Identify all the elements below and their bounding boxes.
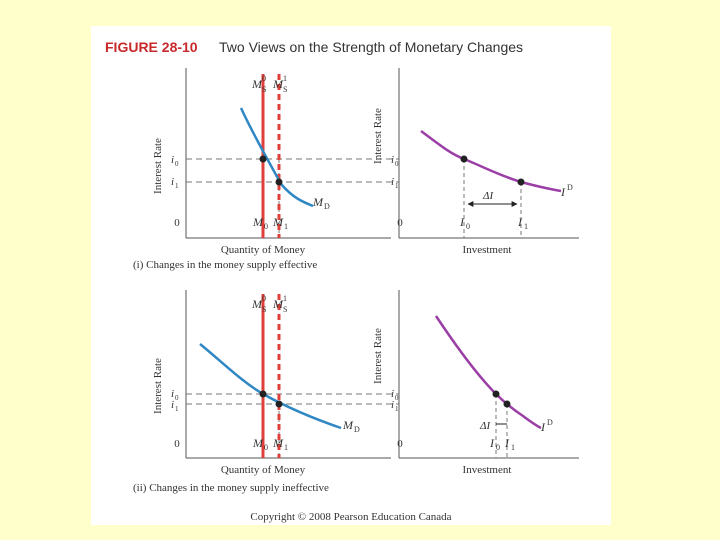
x-axis-label: Quantity of Money	[221, 244, 306, 256]
investment-demand-label: I	[560, 185, 566, 199]
invest-sub-1: 1	[511, 443, 515, 452]
x-axis-label: Investment	[463, 244, 512, 256]
figure-label: FIGURE 28-10	[105, 39, 198, 55]
figure-panel: FIGURE 28-10 Two Views on the Strength o…	[91, 26, 611, 525]
investment-demand-sup: D	[547, 418, 553, 427]
demand-label: M	[342, 418, 354, 432]
rate-sub-0: 0	[175, 394, 179, 402]
plot-area	[186, 68, 391, 238]
invest-label-1: I	[504, 436, 510, 450]
x-axis-label: Quantity of Money	[221, 464, 306, 476]
rate-sub-0: 0	[175, 160, 179, 168]
panel-ii: Interest Rate Quantity of Money 0 M 0 S …	[133, 290, 579, 494]
figure-canvas: FIGURE 28-10 Two Views on the Strength o…	[105, 39, 579, 523]
origin-label: 0	[174, 438, 180, 450]
supply-sub-1: S	[283, 85, 287, 94]
investment-demand-curve	[420, 130, 562, 193]
supply-sup-1: 1	[283, 294, 287, 303]
invest-sub-0: 0	[496, 443, 500, 452]
supply-sup-0: 0	[262, 294, 266, 303]
invest-label-0: I	[459, 215, 465, 229]
invest-label-1: I	[517, 215, 523, 229]
x-axis-label: Investment	[463, 464, 512, 476]
quantity-sub-1: 1	[284, 222, 288, 231]
rate-sub-0: 0	[395, 394, 399, 402]
panel-caption: (i) Changes in the money supply effectiv…	[133, 259, 317, 271]
equilibrium-point-0	[259, 390, 267, 398]
investment-point-1	[517, 178, 525, 186]
rate-sub-1: 1	[175, 405, 179, 413]
invest-label-0: I	[489, 436, 495, 450]
supply-sub-0: S	[262, 85, 266, 94]
delta-investment-label: ΔI	[482, 190, 494, 202]
figure-title: Two Views on the Strength of Monetary Ch…	[219, 39, 523, 55]
investment-demand-label: I	[540, 420, 546, 434]
rate-label-0: i	[171, 154, 174, 166]
invest-sub-1: 1	[524, 222, 528, 231]
rate-label-1: i	[391, 176, 394, 188]
supply-sub-0: S	[262, 305, 266, 314]
investment-point-0	[492, 390, 500, 398]
rate-label-1: i	[391, 399, 394, 411]
origin-label: 0	[397, 217, 403, 229]
supply-label-1: M	[272, 297, 284, 311]
demand-sub: D	[324, 202, 330, 211]
rate-sub-1: 1	[395, 405, 399, 413]
quantity-label-0: M	[252, 436, 264, 450]
y-axis-label: Interest Rate	[152, 358, 164, 414]
investment-market-i: Interest Rate Investment 0 ΔI I D i 0 i …	[372, 68, 579, 256]
y-axis-label: Interest Rate	[152, 138, 164, 194]
investment-demand-sup: D	[567, 183, 573, 192]
y-axis-label: Interest Rate	[372, 108, 384, 164]
quantity-label-0: M	[252, 215, 264, 229]
invest-sub-0: 0	[466, 222, 470, 231]
supply-label-1: M	[272, 77, 284, 91]
equilibrium-point-1	[275, 178, 283, 186]
panel-caption: (ii) Changes in the money supply ineffec…	[133, 482, 329, 494]
origin-label: 0	[174, 217, 180, 229]
quantity-label-1: M	[272, 215, 284, 229]
supply-sub-1: S	[283, 305, 287, 314]
origin-label: 0	[397, 438, 403, 450]
rate-label-1: i	[171, 176, 174, 188]
rate-sub-0: 0	[395, 160, 399, 168]
equilibrium-point-1	[275, 400, 283, 408]
money-demand-curve	[199, 343, 342, 430]
quantity-sub-0: 0	[264, 222, 268, 231]
equilibrium-point-0	[259, 155, 267, 163]
rate-label-0: i	[391, 154, 394, 166]
investment-market-ii: Interest Rate Investment 0 ΔI I D i 0 i …	[372, 290, 579, 476]
quantity-label-1: M	[272, 436, 284, 450]
investment-point-1	[503, 400, 511, 408]
copyright-note: Copyright © 2008 Pearson Education Canad…	[250, 511, 451, 523]
quantity-sub-0: 0	[264, 443, 268, 452]
quantity-sub-1: 1	[284, 443, 288, 452]
panel-i: Interest Rate Quantity of Money 0 M 0 S …	[133, 68, 579, 271]
demand-label: M	[312, 195, 324, 209]
rate-sub-1: 1	[175, 182, 179, 190]
money-market-ii: Interest Rate Quantity of Money 0 M 0 S …	[152, 290, 399, 476]
demand-sub: D	[354, 425, 360, 434]
supply-sup-0: 0	[262, 74, 266, 83]
delta-investment-label: ΔI	[479, 420, 491, 432]
rate-sub-1: 1	[395, 182, 399, 190]
supply-sup-1: 1	[283, 74, 287, 83]
investment-point-0	[460, 155, 468, 163]
money-market-i: Interest Rate Quantity of Money 0 M 0 S …	[152, 68, 399, 256]
rate-label-1: i	[171, 399, 174, 411]
y-axis-label: Interest Rate	[372, 328, 384, 384]
supply-label-0: M	[251, 297, 263, 311]
investment-demand-curve	[434, 315, 542, 430]
rate-label-0: i	[171, 388, 174, 400]
supply-label-0: M	[251, 77, 263, 91]
rate-label-0: i	[391, 388, 394, 400]
